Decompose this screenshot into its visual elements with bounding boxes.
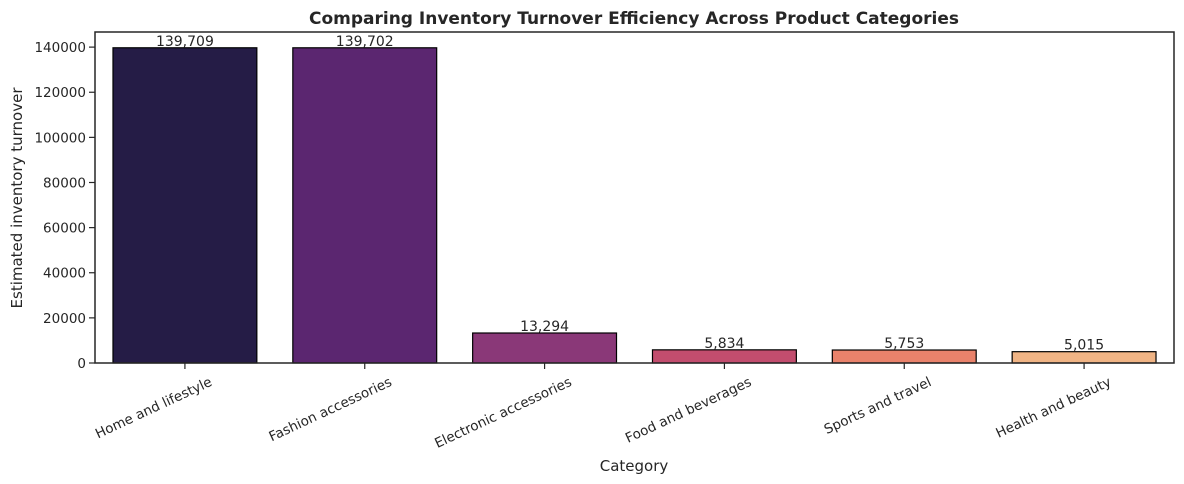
y-tick-label: 20000 [43,311,86,327]
bar-value-label: 139,709 [156,34,214,50]
chart-title: Comparing Inventory Turnover Efficiency … [309,9,959,29]
x-tick-label: Food and beverages [623,374,754,447]
bar [292,47,438,364]
x-tick-label: Health and beauty [993,374,1113,441]
plot-frame [94,31,1175,364]
bar-value-label: 5,753 [884,336,924,352]
y-axis-ticks: 0 20000 40000 60000 80000 100000 120000 140000 [34,40,95,372]
y-tick-label: 140000 [34,40,86,56]
bars-group: 139,709 139,702 13,294 5,834 5,753 5,015 [112,34,1157,364]
x-tick-label: Electronic accessories [432,374,574,452]
x-axis-ticks: Home and lifestyle Fashion accessories Ele… [93,363,1114,452]
y-tick-label: 60000 [43,221,86,237]
y-tick-label: 100000 [34,130,86,146]
x-axis-label: Category [600,457,669,475]
x-tick-label: Sports and travel [822,374,934,438]
y-tick-label: 80000 [43,175,86,191]
y-tick-label: 120000 [34,85,86,101]
x-tick-label: Home and lifestyle [93,374,215,442]
bar [472,332,618,364]
bar-value-label: 5,015 [1064,338,1104,354]
bar [112,47,258,364]
x-tick-label: Fashion accessories [267,374,395,445]
y-axis-label: Estimated inventory turnover [8,87,26,309]
y-tick-label: 40000 [43,266,86,282]
bar-value-label: 5,834 [704,336,744,352]
bar-value-label: 13,294 [520,319,569,335]
y-tick-label: 0 [77,356,86,372]
bar-value-label: 139,702 [336,34,394,50]
